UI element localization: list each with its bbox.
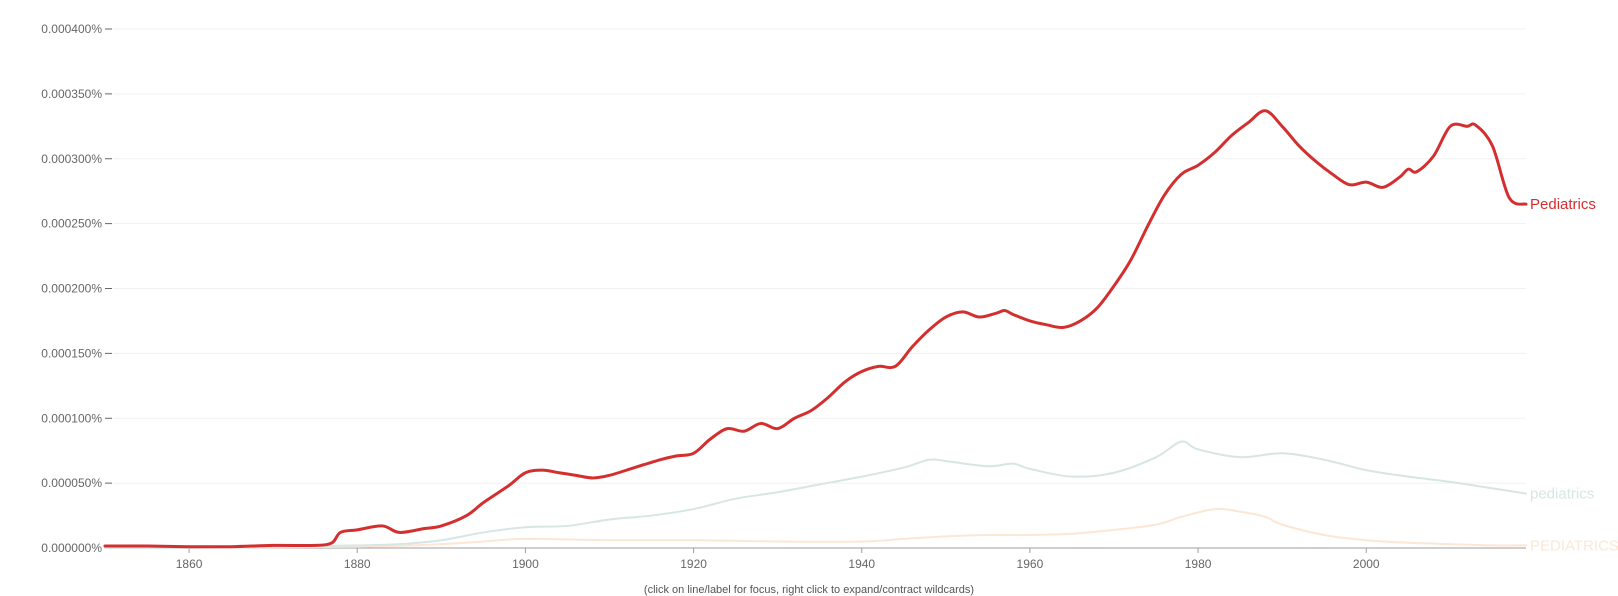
series-label[interactable]: pediatrics	[1530, 486, 1594, 503]
x-tick-label: 1900	[512, 557, 539, 571]
x-tick: 1880	[344, 548, 371, 571]
series-label[interactable]: PEDIATRICS	[1530, 537, 1618, 554]
x-tick: 1900	[512, 548, 539, 571]
x-tick-label: 1920	[680, 557, 707, 571]
chart-hint: (click on line/label for focus, right cl…	[643, 584, 975, 596]
y-tick-label: 0.000200%	[41, 282, 102, 296]
x-tick: 2000	[1353, 548, 1380, 571]
y-tick-label: 0.000250%	[41, 217, 102, 231]
y-tick: 0.000400%	[41, 22, 112, 36]
y-tick: 0.000150%	[41, 346, 112, 360]
y-tick-label: 0.000000%	[41, 541, 102, 555]
y-tick: 0.000000%	[41, 541, 112, 555]
series-labels[interactable]: PEDIATRICS pediatrics Pediatrics	[1530, 196, 1618, 554]
x-tick: 1920	[680, 548, 707, 571]
gridlines	[113, 28, 1526, 484]
y-tick: 0.000200%	[41, 282, 112, 296]
x-tick-label: 2000	[1353, 557, 1380, 571]
y-tick: 0.000350%	[41, 87, 112, 101]
series-line-pediatrics[interactable]	[104, 440, 1527, 550]
y-tick-label: 0.000300%	[41, 152, 102, 166]
x-tick: 1960	[1017, 548, 1044, 571]
x-tick-label: 1980	[1185, 557, 1212, 571]
series-lines[interactable]	[103, 109, 1528, 550]
y-tick: 0.000100%	[41, 411, 112, 425]
x-tick-label: 1940	[848, 557, 875, 571]
series-line-pediatrics[interactable]	[103, 109, 1528, 549]
y-tick: 0.000300%	[41, 152, 112, 166]
x-tick: 1860	[176, 548, 203, 571]
x-axis: 1860 1880 1900 1920 1940 1960 1980 2000	[176, 548, 1380, 571]
y-axis: 0.000000% 0.000050% 0.000100% 0.000150% 0.00…	[41, 22, 112, 555]
x-tick-label: 1880	[344, 557, 371, 571]
y-tick-label: 0.000400%	[41, 22, 102, 36]
y-tick-label: 0.000150%	[41, 346, 102, 360]
series-label[interactable]: Pediatrics	[1530, 196, 1596, 213]
y-tick-label: 0.000050%	[41, 476, 102, 490]
series-line-pediatrics[interactable]	[104, 507, 1527, 549]
x-tick: 1980	[1185, 548, 1212, 571]
x-tick: 1940	[848, 548, 875, 571]
x-tick-label: 1860	[176, 557, 203, 571]
y-tick-label: 0.000100%	[41, 411, 102, 425]
y-tick: 0.000250%	[41, 217, 112, 231]
y-tick: 0.000050%	[41, 476, 112, 490]
y-tick-label: 0.000350%	[41, 87, 102, 101]
x-tick-label: 1960	[1017, 557, 1044, 571]
